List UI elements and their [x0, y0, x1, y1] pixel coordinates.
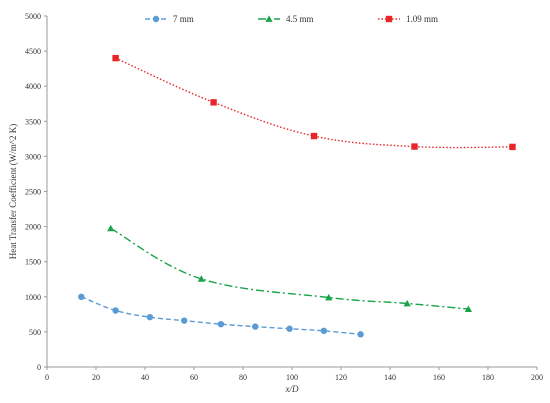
- data-point: [146, 313, 154, 321]
- legend: 7 mm 4.5 mm 1.09 mm: [145, 14, 438, 24]
- data-point: [210, 99, 217, 106]
- y-axis-label: Heat Transfer Coefficient (W/m^2 K): [8, 124, 18, 260]
- series-layer: [78, 54, 516, 338]
- y-tick-label: 5000: [25, 12, 41, 21]
- data-point: [181, 317, 188, 324]
- legend-marker: [385, 15, 393, 23]
- series-line: [81, 296, 361, 336]
- series-line: [110, 227, 469, 310]
- data-point: [107, 224, 115, 232]
- data-point: [310, 132, 318, 140]
- x-tick-label: 140: [384, 373, 396, 382]
- x-tick-label: 80: [239, 373, 247, 382]
- legend-marker: [265, 15, 273, 22]
- data-point: [464, 305, 472, 312]
- x-tick-label: 160: [433, 373, 445, 382]
- data-point: [78, 293, 85, 300]
- y-tick-label: 3500: [25, 117, 41, 126]
- x-tick-label: 0: [45, 373, 49, 382]
- data-point: [252, 323, 259, 330]
- legend-label: 7 mm: [173, 14, 194, 24]
- data-point: [509, 143, 516, 151]
- y-tick-label: 500: [29, 328, 41, 337]
- data-point: [325, 293, 333, 301]
- data-point: [112, 54, 119, 62]
- data-point: [411, 143, 418, 150]
- data-point: [403, 299, 411, 307]
- legend-label: 1.09 mm: [406, 14, 438, 24]
- x-tick-label: 100: [286, 373, 298, 382]
- y-tick-label: 1500: [25, 258, 41, 267]
- data-point: [286, 325, 293, 332]
- y-tick-label: 2500: [25, 188, 41, 197]
- y-tick-label: 4000: [25, 82, 41, 91]
- x-tick-label: 120: [335, 373, 347, 382]
- series-4-5-mm: [107, 224, 472, 312]
- legend-label: 4.5 mm: [286, 14, 314, 24]
- x-tick-label: 60: [190, 373, 198, 382]
- data-point: [197, 275, 205, 282]
- legend-item: 4.5 mm: [258, 14, 314, 24]
- data-point: [112, 307, 119, 314]
- data-point: [217, 320, 225, 328]
- y-tick-label: 0: [37, 363, 41, 372]
- x-tick-label: 180: [482, 373, 494, 382]
- series-7-mm: [78, 293, 364, 338]
- data-point: [357, 331, 364, 338]
- y-tick-label: 3000: [25, 152, 41, 161]
- y-tick-label: 4500: [25, 47, 41, 56]
- y-tick-label: 1000: [25, 293, 41, 302]
- legend-item: 1.09 mm: [378, 14, 438, 24]
- legend-marker: [152, 15, 160, 23]
- data-point: [320, 327, 328, 335]
- x-tick-label: 40: [141, 373, 149, 382]
- x-ticks: 0 20 40 60 80 100 120 140 160 180 200: [45, 367, 543, 382]
- x-tick-label: 200: [531, 373, 543, 382]
- y-ticks: 0 500 1000 1500 2000 2500 3000 3500 4000 4500 5000: [25, 12, 47, 372]
- y-tick-label: 2000: [25, 223, 41, 232]
- legend-item: 7 mm: [145, 14, 194, 24]
- series-1-09-mm: [112, 54, 516, 151]
- x-tick-label: 20: [92, 373, 100, 382]
- x-axis-label: x/D: [285, 384, 299, 394]
